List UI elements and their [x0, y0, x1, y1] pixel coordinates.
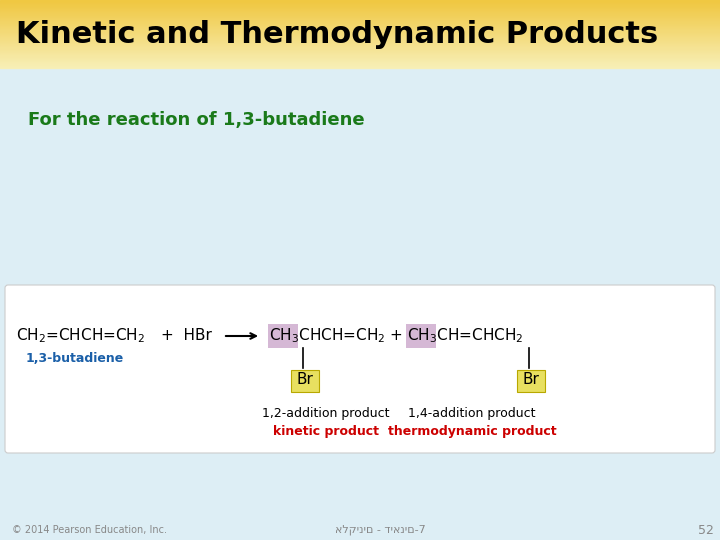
Bar	[0, 43, 720, 44]
Bar	[0, 59, 720, 61]
Bar	[0, 37, 720, 38]
Bar	[0, 11, 720, 12]
Bar	[0, 12, 720, 14]
Bar	[0, 40, 720, 42]
Text: CH$_3$CH=CHCH$_2$: CH$_3$CH=CHCH$_2$	[407, 327, 523, 346]
Bar	[0, 22, 720, 24]
Text: 1,2-addition product: 1,2-addition product	[262, 408, 390, 421]
Bar	[0, 0, 720, 1]
Bar	[0, 23, 720, 25]
Text: Br: Br	[523, 373, 539, 388]
Text: For the reaction of 1,3-butadiene: For the reaction of 1,3-butadiene	[28, 111, 364, 129]
Bar	[0, 24, 720, 26]
Text: thermodynamic product: thermodynamic product	[387, 426, 557, 438]
Bar	[0, 10, 720, 11]
Bar	[0, 49, 720, 51]
Bar	[0, 20, 720, 22]
Bar	[0, 2, 720, 3]
Bar	[0, 63, 720, 65]
Bar	[0, 33, 720, 35]
Bar	[0, 47, 720, 49]
Bar	[0, 35, 720, 36]
Bar	[0, 21, 720, 23]
Bar	[0, 52, 720, 53]
Text: 1,4-addition product: 1,4-addition product	[408, 408, 536, 421]
Text: © 2014 Pearson Education, Inc.: © 2014 Pearson Education, Inc.	[12, 525, 167, 535]
Bar	[0, 65, 720, 67]
Bar	[0, 19, 720, 21]
Text: Kinetic and Thermodynamic Products: Kinetic and Thermodynamic Products	[16, 19, 658, 49]
Bar	[0, 66, 720, 68]
Text: +: +	[389, 328, 402, 343]
Bar	[0, 53, 720, 55]
Bar	[517, 370, 545, 392]
Bar	[0, 18, 720, 19]
Text: CH$_2$=CHCH=CH$_2$: CH$_2$=CHCH=CH$_2$	[16, 327, 145, 346]
Bar	[291, 370, 319, 392]
Bar	[0, 32, 720, 34]
Bar	[268, 324, 298, 348]
Text: אלקינים - דיאנים-7: אלקינים - דיאנים-7	[335, 525, 426, 535]
Bar	[0, 54, 720, 56]
Bar	[0, 55, 720, 57]
Bar	[0, 36, 720, 37]
Text: 52: 52	[698, 523, 714, 537]
FancyBboxPatch shape	[5, 285, 715, 453]
Bar	[0, 13, 720, 15]
Bar	[0, 9, 720, 10]
Bar	[0, 6, 720, 8]
Bar	[0, 44, 720, 45]
Text: kinetic product: kinetic product	[273, 426, 379, 438]
Bar	[0, 5, 720, 7]
Bar	[0, 8, 720, 9]
Text: +  HBr: + HBr	[161, 328, 212, 343]
Bar	[0, 25, 720, 27]
Bar	[0, 14, 720, 16]
Text: CH$_3$CHCH=CH$_2$: CH$_3$CHCH=CH$_2$	[269, 327, 385, 346]
Bar	[0, 46, 720, 48]
Bar	[0, 57, 720, 59]
Text: Br: Br	[297, 373, 313, 388]
Bar	[0, 51, 720, 52]
Bar	[0, 38, 720, 40]
Text: 1,3-butadiene: 1,3-butadiene	[26, 352, 125, 365]
Bar	[0, 1, 720, 2]
Bar	[0, 26, 720, 28]
Bar	[0, 4, 720, 6]
Bar	[0, 62, 720, 64]
Bar	[0, 39, 720, 41]
Bar	[0, 60, 720, 62]
Bar	[0, 30, 720, 32]
Bar	[0, 17, 720, 18]
Bar	[0, 29, 720, 31]
Bar	[0, 48, 720, 50]
Bar	[0, 42, 720, 43]
Bar	[0, 58, 720, 60]
Bar	[0, 45, 720, 46]
Bar	[0, 28, 720, 30]
Bar	[0, 56, 720, 58]
Bar	[0, 64, 720, 66]
Bar	[0, 31, 720, 33]
Bar	[0, 15, 720, 17]
Bar	[0, 3, 720, 4]
Bar	[406, 324, 436, 348]
